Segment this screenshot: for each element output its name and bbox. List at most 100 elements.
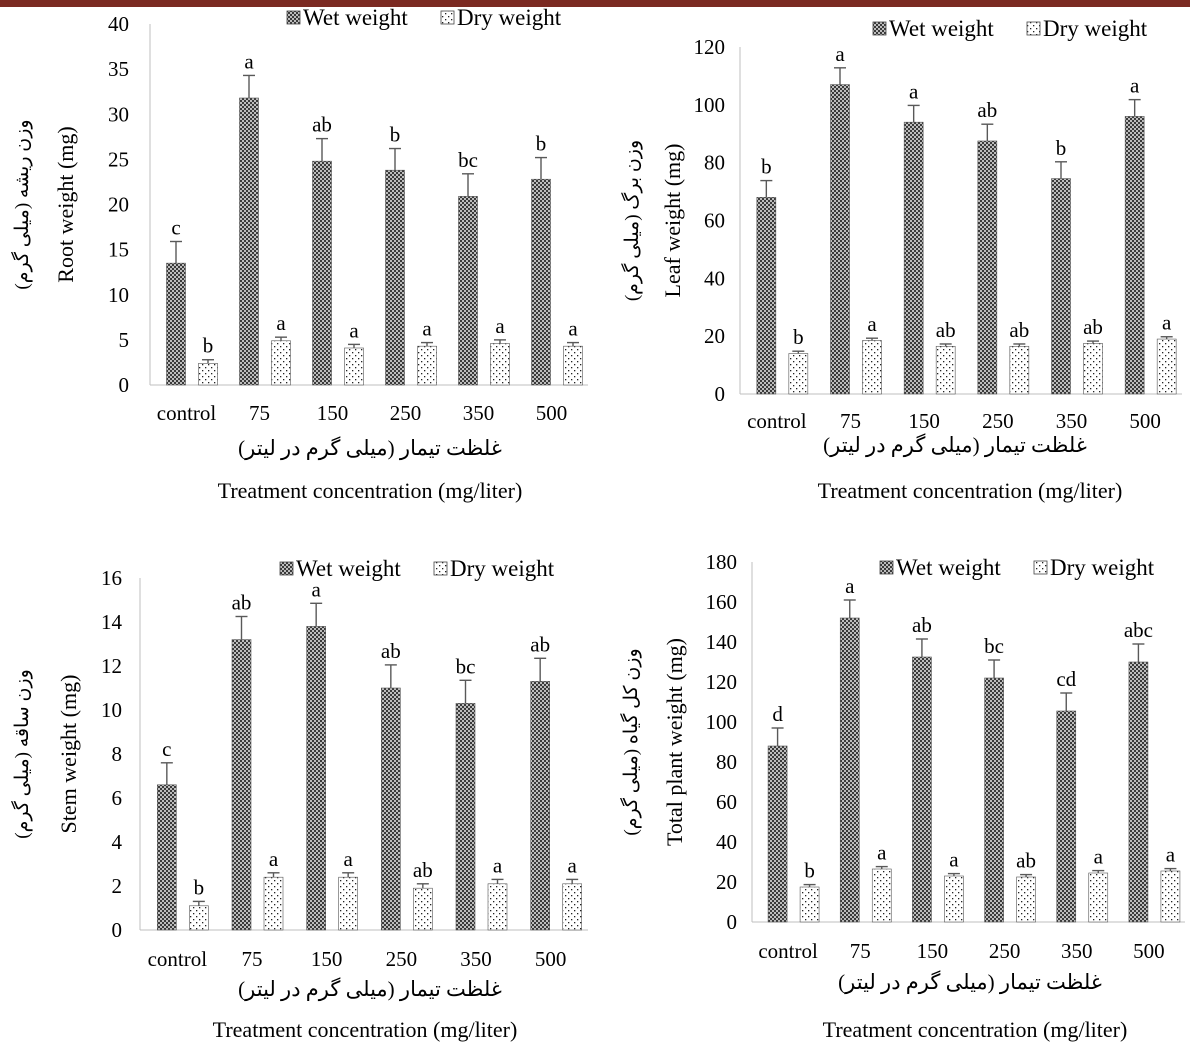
y-tick-label: 6 [112,786,123,810]
x-axis-title-persian: غلظت تیمار (میلی گرم در لیتر) [238,436,502,461]
significance-letter: a [568,853,578,877]
x-tick-label: 500 [536,401,568,425]
y-tick-label: 40 [716,830,737,854]
significance-letter: b [1056,136,1067,160]
x-tick-label: 150 [311,947,343,971]
x-axis-title-persian: غلظت تیمار (میلی گرم در لیتر) [238,977,502,1002]
significance-letter: c [162,737,171,761]
significance-letter: ab [232,591,252,615]
x-tick-label: control [758,939,818,963]
y-tick-label: 0 [727,910,738,934]
wet-weight-bar [385,169,405,386]
significance-letter: b [761,155,772,179]
y-tick-label: 120 [706,670,738,694]
y-tick-label: 30 [108,102,129,126]
wet-weight-bar [977,140,998,395]
dry-weight-bar [1016,876,1036,923]
wet-weight-bar [231,639,252,931]
y-tick-label: 40 [704,266,725,290]
y-tick-label: 180 [706,550,738,574]
x-axis-title: Treatment concentration (mg/liter) [818,478,1123,503]
x-tick-label: 350 [1061,939,1093,963]
dry-weight-bar [263,876,284,931]
dry-weight-bar [490,343,510,386]
wet-weight-bar [157,784,177,931]
dry-weight-bar [562,883,582,931]
wet-weight-bar [455,703,476,931]
dry-weight-bar [1088,872,1109,923]
legend-swatch-wet [279,561,294,576]
dry-weight-bar [563,345,583,386]
legend-label-wet: Wet weight [296,556,401,581]
x-tick-label: 350 [460,947,492,971]
significance-letter: ab [1009,318,1029,342]
x-axis-title: Treatment concentration (mg/liter) [823,1017,1128,1042]
wet-weight-bar [531,178,551,386]
significance-letter: c [171,216,180,240]
y-axis-title-persian: وزن برگ (میلی گرم) [620,140,643,301]
significance-letter: b [793,325,804,349]
chart-panel-total: 0 20 40 60 80 100 120 140 160 180 d b control a a 75 ab a… [619,550,1185,1042]
significance-letter: ab [912,613,932,637]
y-tick-label: 4 [112,830,123,854]
legend-label-dry: Dry weight [1050,555,1155,580]
y-tick-label: 0 [715,382,726,406]
y-axis-title-persian: وزن ریشه (میلی گرم) [10,119,33,289]
x-tick-label: control [148,947,208,971]
legend-label-wet: Wet weight [896,555,1001,580]
wet-weight-bar [239,97,259,386]
legend-label-dry: Dry weight [1043,16,1148,41]
dry-weight-bar [862,340,882,395]
y-tick-label: 20 [716,870,737,894]
x-axis-title-persian: غلظت تیمار (میلی گرم در لیتر) [823,433,1087,458]
wet-weight-bar [1124,116,1145,395]
significance-letter: a [1166,843,1176,867]
x-tick-label: 500 [1129,409,1161,433]
significance-letter: a [909,79,919,103]
dry-weight-bar [788,353,809,395]
significance-letter: b [203,334,214,358]
significance-letter: a [493,853,503,877]
x-tick-label: 250 [386,947,418,971]
significance-letter: a [422,317,432,341]
dry-weight-bar [935,345,956,395]
legend: Wet weight Dry weight [286,5,562,30]
significance-letter: a [344,847,354,871]
legend-swatch-wet [286,10,301,25]
y-tick-label: 14 [101,610,123,634]
significance-letter: ab [1016,849,1036,873]
dry-weight-bar [198,363,218,386]
wet-weight-bar [756,197,777,395]
significance-letter: cd [1056,667,1076,691]
y-tick-label: 10 [101,698,122,722]
wet-weight-bar [381,687,401,931]
significance-letter: a [244,49,254,73]
significance-letter: a [1162,311,1172,335]
x-axis-title: Treatment concentration (mg/liter) [213,1017,518,1042]
wet-weight-bar [903,121,924,395]
wet-weight-bar [839,617,860,923]
y-tick-label: 100 [706,710,738,734]
significance-letter: d [772,702,783,726]
y-tick-label: 40 [108,12,129,36]
significance-letter: a [1130,74,1140,98]
x-tick-label: 75 [249,401,270,425]
y-tick-label: 20 [704,324,725,348]
significance-letter: bc [984,634,1004,658]
y-tick-label: 60 [716,790,737,814]
legend: Wet weight Dry weight [872,16,1148,41]
dry-weight-bar [271,340,291,386]
y-tick-label: 16 [101,566,122,590]
wet-weight-bar [1056,710,1077,923]
y-tick-label: 140 [706,630,738,654]
legend-swatch-wet [879,560,894,575]
wet-weight-bar [1051,178,1071,395]
dry-weight-bar [1160,870,1181,923]
significance-letter: a [568,317,578,341]
significance-letter: a [1094,845,1104,869]
legend-label-wet: Wet weight [303,5,408,30]
x-tick-label: 75 [242,947,263,971]
y-tick-label: 0 [112,918,123,942]
wet-weight-bar [830,84,850,395]
